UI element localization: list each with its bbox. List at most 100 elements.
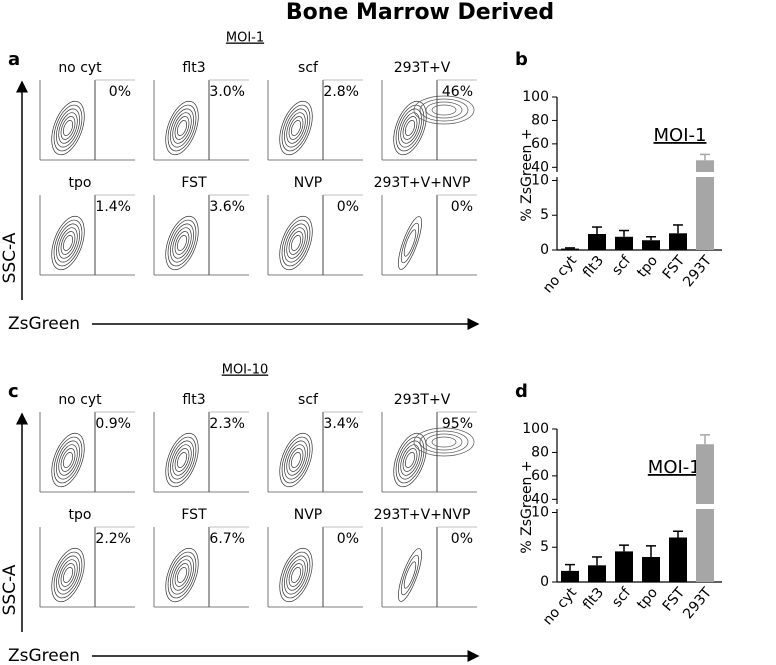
contour bbox=[400, 444, 420, 476]
contour bbox=[286, 112, 306, 144]
contour bbox=[284, 223, 308, 263]
plot-name: no cyt bbox=[58, 60, 102, 76]
contour bbox=[291, 452, 301, 468]
contour bbox=[419, 430, 469, 454]
contour bbox=[431, 104, 457, 116]
y-tick-label: 40 bbox=[531, 491, 549, 507]
contour bbox=[167, 551, 197, 599]
contour bbox=[395, 104, 425, 152]
y-tick-label: 0 bbox=[540, 574, 549, 590]
gate-percent: 0% bbox=[337, 531, 359, 547]
x-tick-label: no cyt bbox=[540, 584, 580, 628]
contour bbox=[56, 223, 80, 263]
contour bbox=[279, 547, 313, 603]
contour bbox=[284, 108, 308, 148]
contour bbox=[425, 433, 463, 451]
contour bbox=[395, 436, 425, 484]
contour bbox=[398, 216, 422, 270]
contour bbox=[60, 563, 76, 587]
y-tick-label: 0 bbox=[540, 242, 549, 258]
x-tick-label: no cyt bbox=[540, 252, 580, 296]
x-tick-label: tpo bbox=[634, 253, 661, 281]
contour bbox=[279, 100, 313, 156]
x-tick-label: flt3 bbox=[580, 253, 607, 281]
contour bbox=[63, 120, 73, 136]
y-tick-label: 100 bbox=[522, 89, 549, 105]
gate-percent: 1.4% bbox=[95, 199, 131, 215]
contour bbox=[170, 440, 194, 480]
bar bbox=[615, 236, 633, 250]
y-tick-label: 60 bbox=[531, 468, 549, 484]
contour bbox=[398, 108, 422, 148]
contour bbox=[398, 548, 422, 602]
contour bbox=[53, 219, 83, 267]
contour bbox=[286, 227, 306, 259]
contour bbox=[56, 555, 80, 595]
bar bbox=[696, 177, 714, 250]
gate-percent: 0% bbox=[109, 84, 131, 100]
contour bbox=[425, 101, 463, 119]
contour bbox=[58, 444, 78, 476]
bar bbox=[696, 444, 714, 504]
contour bbox=[291, 567, 301, 583]
bar bbox=[696, 509, 714, 582]
contour bbox=[413, 95, 475, 125]
panel-label: d bbox=[515, 381, 528, 402]
plot-name: 293T+V bbox=[394, 392, 451, 408]
contour bbox=[400, 222, 420, 264]
contour bbox=[53, 436, 83, 484]
bar bbox=[696, 160, 714, 172]
y-tick-label: 5 bbox=[540, 539, 549, 555]
x-tick-label: scf bbox=[609, 584, 635, 610]
bar bbox=[561, 570, 579, 582]
contour bbox=[288, 116, 304, 140]
bar bbox=[642, 556, 660, 582]
gate-percent: 2.3% bbox=[209, 416, 245, 432]
y-tick-label: 10 bbox=[531, 172, 549, 188]
panel-label: c bbox=[8, 381, 19, 402]
x-axis-label: ZsGreen bbox=[8, 314, 80, 334]
contour bbox=[60, 448, 76, 472]
contour bbox=[286, 444, 306, 476]
gate-percent: 3.0% bbox=[209, 84, 245, 100]
contour bbox=[174, 116, 190, 140]
contour bbox=[58, 112, 78, 144]
gate-percent: 2.8% bbox=[323, 84, 359, 100]
contour bbox=[177, 120, 187, 136]
contour bbox=[291, 120, 301, 136]
panel-label: b bbox=[515, 49, 528, 70]
contour bbox=[288, 563, 304, 587]
contour bbox=[51, 432, 85, 488]
contour bbox=[165, 100, 199, 156]
bar bbox=[615, 551, 633, 582]
contour bbox=[165, 432, 199, 488]
contour bbox=[281, 219, 311, 267]
x-tick-label: 293T bbox=[680, 253, 715, 291]
contour bbox=[393, 432, 427, 488]
plot-name: NVP bbox=[294, 507, 323, 523]
plot-name: scf bbox=[298, 392, 319, 408]
x-tick-label: 293T bbox=[680, 585, 715, 623]
contour bbox=[288, 231, 304, 255]
gate-percent: 3.4% bbox=[323, 416, 359, 432]
contour bbox=[413, 427, 475, 457]
contour bbox=[402, 116, 418, 140]
contour bbox=[284, 555, 308, 595]
y-tick-label: 80 bbox=[531, 112, 549, 128]
y-axis-label: SSC-A bbox=[0, 564, 20, 615]
contour bbox=[51, 215, 85, 271]
contour bbox=[400, 112, 420, 144]
contour bbox=[286, 559, 306, 591]
contour bbox=[51, 547, 85, 603]
contour bbox=[60, 231, 76, 255]
bar bbox=[561, 248, 579, 250]
moi-label: MOI-1 bbox=[226, 31, 264, 46]
contour bbox=[174, 231, 190, 255]
y-tick-label: 40 bbox=[531, 159, 549, 175]
contour bbox=[167, 436, 197, 484]
contour bbox=[405, 452, 415, 468]
bar bbox=[588, 234, 606, 250]
y-tick-label: 5 bbox=[540, 207, 549, 223]
contour bbox=[53, 551, 83, 599]
annotation: MOI-1 bbox=[654, 125, 707, 146]
